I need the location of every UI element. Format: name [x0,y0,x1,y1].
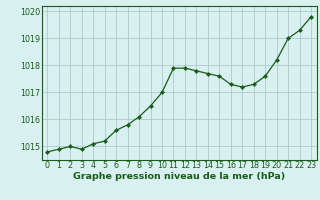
X-axis label: Graphe pression niveau de la mer (hPa): Graphe pression niveau de la mer (hPa) [73,172,285,181]
